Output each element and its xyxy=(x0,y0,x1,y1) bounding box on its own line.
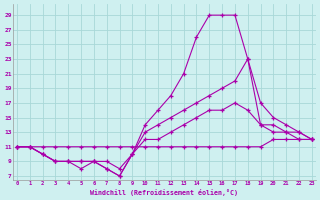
X-axis label: Windchill (Refroidissement éolien,°C): Windchill (Refroidissement éolien,°C) xyxy=(90,189,238,196)
